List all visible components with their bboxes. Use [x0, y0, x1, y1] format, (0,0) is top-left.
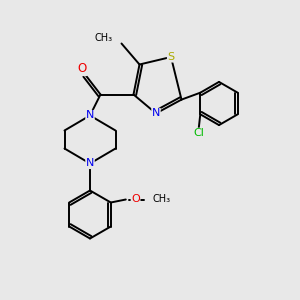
- Text: O: O: [131, 194, 140, 205]
- Text: Cl: Cl: [194, 128, 204, 138]
- Text: CH₃: CH₃: [153, 194, 171, 205]
- Text: N: N: [152, 108, 160, 118]
- Text: N: N: [86, 158, 94, 169]
- Text: O: O: [78, 62, 87, 76]
- Text: N: N: [86, 110, 94, 121]
- Text: S: S: [167, 52, 175, 62]
- Text: CH₃: CH₃: [95, 33, 113, 43]
